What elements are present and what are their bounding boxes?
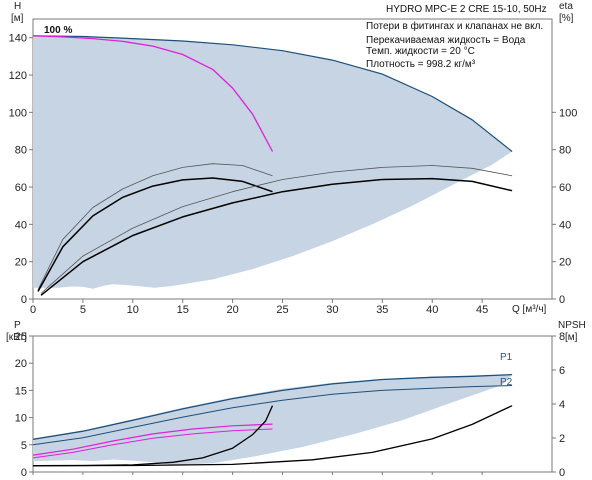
curve-eta-two-pumps-upper (40, 165, 513, 294)
q-tick-label: 40 (426, 304, 438, 316)
q-tick-label: 5 (80, 304, 86, 316)
npsh-tick-label: 6 (559, 365, 565, 377)
curve-eta-one-pump-upper (37, 163, 273, 290)
q-tick-label: 0 (30, 304, 36, 316)
h-tick-label: 120 (9, 70, 27, 82)
q-tick-label: 30 (326, 304, 338, 316)
h-axis-unit: [м] (11, 13, 24, 24)
curve-p2-one-pump (32, 428, 273, 459)
curve-eta-one-pump (37, 177, 273, 292)
qh-axis-ticks: 0 20 40 60 80 100 120 140 0 20 40 60 80 100 0 5 10 15 20 25… (9, 33, 578, 316)
p-tick-label: 10 (15, 413, 27, 425)
pump-title: HYDRO MPC-E 2 CRE 15-10, 50Hz (386, 4, 547, 15)
q-axis-label: Q [м³/ч] (512, 304, 547, 315)
p-axis-label: P (14, 320, 21, 331)
power-curves (32, 373, 513, 467)
info-line-losses: Потери в фитингах и клапанах не вкл. (366, 20, 543, 32)
eta-tick-label: 100 (559, 107, 577, 119)
npsh-tick-label: 4 (559, 399, 565, 411)
h-tick-label: 60 (15, 182, 27, 194)
info-line-liquid: Перекачиваемая жидкость = Вода (366, 35, 526, 46)
q-tick-label: 15 (177, 304, 189, 316)
h-tick-label: 140 (9, 33, 27, 45)
eta-tick-label: 80 (559, 145, 571, 157)
power-envelope-area (33, 374, 513, 465)
npsh-tick-label: 0 (559, 467, 565, 479)
h-tick-label: 0 (21, 294, 27, 306)
power-operating-envelope (33, 374, 513, 465)
curve-p1-one-pump (32, 423, 273, 456)
q-tick-label: 20 (226, 304, 238, 316)
p-axis-unit: [кВт] (6, 332, 27, 343)
eta-tick-label: 0 (559, 294, 565, 306)
power-axis-ticks: 0 5 10 15 20 25 0 2 4 6 8 (15, 331, 565, 479)
p-tick-label: 5 (21, 440, 27, 452)
speed-annotation: 100 % (44, 25, 72, 36)
info-line-temperature: Темп. жидкости = 20 °C (366, 46, 475, 57)
q-tick-label: 45 (476, 304, 488, 316)
q-tick-label: 25 (276, 304, 288, 316)
p-tick-label: 15 (15, 385, 27, 397)
curve-eta-two-pumps (40, 177, 513, 296)
eta-axis-label: eta (559, 1, 573, 12)
q-tick-label: 10 (127, 304, 139, 316)
h-tick-label: 20 (15, 257, 27, 269)
npsh-axis-unit: [м] (565, 332, 578, 343)
p-tick-label: 25 (15, 331, 27, 343)
eta-tick-label: 60 (559, 182, 571, 194)
qh-operating-envelope (33, 35, 513, 289)
q-tick-label: 35 (376, 304, 388, 316)
npsh-axis-label: NPSH (558, 320, 586, 331)
qh-envelope-area (33, 35, 513, 289)
curve-p1 (32, 373, 513, 441)
npsh-tick-label: 2 (559, 433, 565, 445)
curve-npsh-two-pumps (32, 405, 513, 467)
series-label-p2: P2 (500, 377, 513, 388)
npsh-tick-label: 8 (559, 331, 565, 343)
h-axis-label: H (14, 1, 21, 12)
curve-head-100pct (32, 35, 274, 152)
h-tick-label: 40 (15, 219, 27, 231)
curve-p2 (32, 385, 513, 446)
p-tick-label: 0 (21, 467, 27, 479)
eta-tick-label: 40 (559, 219, 571, 231)
curve-max-head (32, 35, 513, 152)
qh-curves (32, 35, 513, 296)
p-tick-label: 20 (15, 358, 27, 370)
h-tick-label: 80 (15, 145, 27, 157)
info-line-density: Плотность = 998.2 кг/м³ (366, 59, 476, 70)
eta-tick-label: 20 (559, 257, 571, 269)
series-label-p1: P1 (500, 352, 513, 363)
h-tick-label: 100 (9, 107, 27, 119)
eta-axis-unit: [%] (559, 13, 574, 24)
